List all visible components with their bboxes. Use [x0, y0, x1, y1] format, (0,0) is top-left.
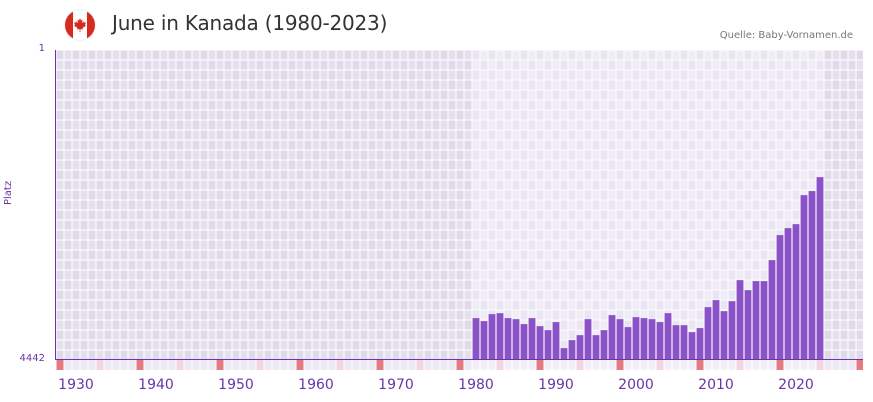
bar-2002[interactable]: [648, 319, 656, 360]
source-label: Quelle: Baby-Vornamen.de: [719, 30, 853, 41]
x-tick-1990: 1990: [538, 377, 574, 393]
bar-2009[interactable]: [704, 307, 712, 360]
bar-2011[interactable]: [720, 311, 728, 360]
bar-1994[interactable]: [584, 319, 592, 360]
bar-2023[interactable]: [816, 177, 824, 360]
bar-2004[interactable]: [664, 313, 672, 360]
x-axis-line: [55, 359, 863, 360]
bar-1990[interactable]: [552, 322, 560, 360]
x-tick-1940: 1940: [138, 377, 174, 393]
flag-red-band-left: [65, 10, 73, 40]
bar-1982[interactable]: [488, 314, 496, 360]
bar-1991[interactable]: [560, 348, 568, 360]
y-tick-bottom: 4442: [19, 353, 45, 364]
y-axis-line: [55, 50, 56, 360]
bar-1995[interactable]: [592, 335, 600, 360]
bar-1980[interactable]: [472, 318, 480, 360]
bar-2021[interactable]: [800, 195, 808, 360]
bar-2016[interactable]: [760, 281, 768, 360]
bar-2015[interactable]: [752, 281, 760, 360]
bar-2022[interactable]: [808, 191, 816, 360]
bar-2019[interactable]: [784, 228, 792, 360]
maple-leaf-icon: [74, 18, 86, 32]
bar-2007[interactable]: [688, 332, 696, 360]
y-tick-top: 1: [38, 43, 45, 54]
bar-1981[interactable]: [480, 321, 488, 360]
bar-1993[interactable]: [576, 335, 584, 360]
bar-1992[interactable]: [568, 340, 576, 360]
bar-2014[interactable]: [744, 290, 752, 360]
bar-2000[interactable]: [632, 317, 640, 360]
bar-1989[interactable]: [544, 330, 552, 360]
bar-2008[interactable]: [696, 328, 704, 360]
bar-1998[interactable]: [616, 319, 624, 360]
x-tick-2000: 2000: [618, 377, 654, 393]
bar-2001[interactable]: [640, 318, 648, 360]
x-tick-1930: 1930: [58, 377, 94, 393]
x-tick-2010: 2010: [698, 377, 734, 393]
bar-2003[interactable]: [656, 322, 664, 360]
bar-1983[interactable]: [496, 313, 504, 360]
x-tick-1970: 1970: [378, 377, 414, 393]
x-tick-1980: 1980: [458, 377, 494, 393]
bar-2005[interactable]: [672, 325, 680, 360]
bar-1984[interactable]: [504, 318, 512, 360]
x-tick-1950: 1950: [218, 377, 254, 393]
canada-flag-icon: [65, 10, 95, 40]
y-axis-label: Platz: [3, 180, 14, 205]
bar-2020[interactable]: [792, 224, 800, 360]
bar-1996[interactable]: [600, 330, 608, 360]
plot-area: [55, 50, 863, 360]
bar-2017[interactable]: [768, 260, 776, 360]
bar-1988[interactable]: [536, 326, 544, 360]
bar-2012[interactable]: [728, 301, 736, 360]
bar-2013[interactable]: [736, 280, 744, 360]
bar-1997[interactable]: [608, 315, 616, 360]
decade-marker-strip: [56, 360, 863, 370]
bar-2018[interactable]: [776, 235, 784, 360]
bar-1985[interactable]: [512, 319, 520, 360]
bar-2006[interactable]: [680, 325, 688, 360]
chart-title: June in Kanada (1980-2023): [112, 11, 388, 35]
bar-1986[interactable]: [520, 324, 528, 360]
bar-1999[interactable]: [624, 327, 632, 360]
x-tick-1960: 1960: [298, 377, 334, 393]
x-tick-2020: 2020: [778, 377, 814, 393]
bar-1987[interactable]: [528, 318, 536, 360]
bar-chart: [55, 50, 863, 360]
bar-2010[interactable]: [712, 300, 720, 360]
flag-red-band-right: [87, 10, 95, 40]
